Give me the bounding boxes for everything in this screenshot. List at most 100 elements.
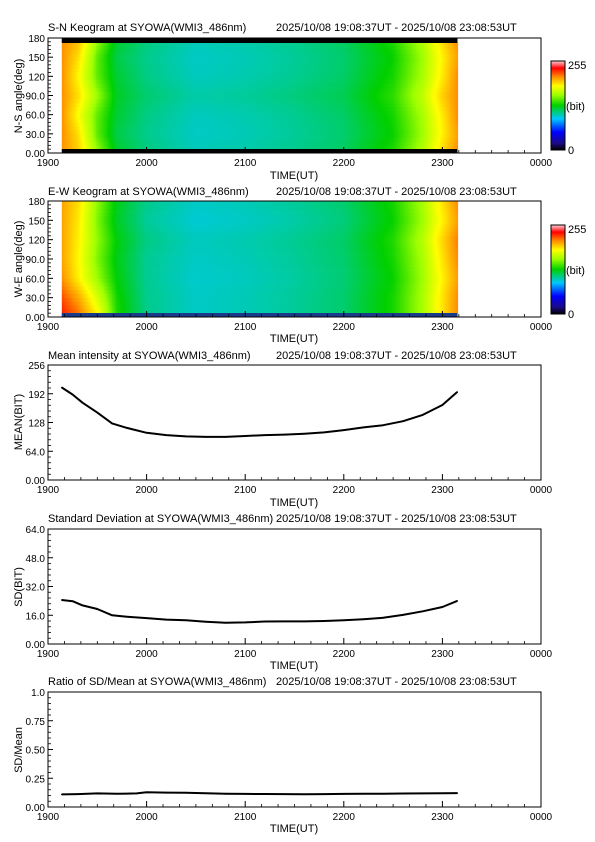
heatmap-cell <box>91 80 95 85</box>
heatmap-cell <box>125 84 129 89</box>
heatmap-cell <box>123 53 127 58</box>
heatmap-cell <box>373 145 377 150</box>
heatmap-cell <box>349 91 353 96</box>
heatmap-cell <box>277 49 281 54</box>
heatmap-cell <box>363 107 367 112</box>
heatmap-cell <box>85 84 89 89</box>
heatmap-cell <box>363 76 367 81</box>
heatmap-cell <box>189 45 193 50</box>
heatmap-cell <box>391 84 395 89</box>
heatmap-cell <box>65 130 69 135</box>
heatmap-cell <box>215 57 219 62</box>
heatmap-cell <box>337 145 341 150</box>
heatmap-cell <box>193 137 197 142</box>
heatmap-cell <box>161 107 165 112</box>
heatmap-cell <box>383 84 387 89</box>
heatmap-cell <box>187 114 191 119</box>
heatmap-cell <box>381 107 385 112</box>
heatmap-cell <box>197 68 201 73</box>
heatmap-cell <box>133 41 137 46</box>
heatmap-cell <box>367 68 371 73</box>
heatmap-cell <box>277 118 281 123</box>
heatmap-cell <box>183 114 187 119</box>
heatmap-cell <box>257 122 261 127</box>
heatmap-cell <box>173 49 177 54</box>
heatmap-cell <box>83 80 87 85</box>
heatmap-cell <box>285 110 289 115</box>
heatmap-cell <box>389 76 393 81</box>
heatmap-cell <box>143 49 147 54</box>
heatmap-cell <box>75 80 79 85</box>
heatmap-cell <box>229 114 233 119</box>
heatmap-cell <box>317 114 321 119</box>
heatmap-cell <box>291 133 295 138</box>
heatmap-cell <box>131 122 135 127</box>
heatmap-cell <box>335 45 339 50</box>
heatmap-cell <box>297 49 301 54</box>
heatmap-cell <box>383 95 387 100</box>
heatmap-cell <box>311 126 315 131</box>
heatmap-cell <box>271 114 275 119</box>
heatmap-cell <box>217 64 221 69</box>
heatmap-cell <box>357 107 361 112</box>
heatmap-cell <box>341 130 345 135</box>
heatmap-cell <box>359 91 363 96</box>
heatmap-cell <box>151 145 155 150</box>
heatmap-cell <box>189 103 193 108</box>
heatmap-cell <box>317 49 321 54</box>
heatmap-cell <box>363 68 367 73</box>
heatmap-cell <box>123 99 127 104</box>
heatmap-cell <box>367 49 371 54</box>
heatmap-cell <box>347 99 351 104</box>
heatmap-cell <box>265 80 269 85</box>
heatmap-cell <box>179 80 183 85</box>
heatmap-cell <box>137 49 141 54</box>
heatmap-cell <box>77 126 81 131</box>
heatmap-cell <box>211 110 215 115</box>
heatmap-cell <box>201 110 205 115</box>
heatmap-cell <box>123 145 127 150</box>
heatmap-cell <box>199 107 203 112</box>
heatmap-cell <box>357 80 361 85</box>
heatmap-cell <box>371 122 375 127</box>
heatmap-cell <box>191 137 195 142</box>
heatmap-cell <box>305 64 309 69</box>
heatmap-cell <box>195 64 199 69</box>
heatmap-cell <box>233 107 237 112</box>
heatmap-cell <box>113 76 117 81</box>
heatmap-cell <box>181 122 185 127</box>
heatmap-cell <box>199 87 203 92</box>
heatmap-cell <box>167 84 171 89</box>
heatmap-cell <box>291 99 295 104</box>
heatmap-cell <box>193 133 197 138</box>
heatmap-cell <box>191 53 195 58</box>
heatmap-cell <box>211 122 215 127</box>
heatmap-cell <box>271 145 275 150</box>
heatmap-cell <box>201 76 205 81</box>
heatmap-cell <box>271 61 275 66</box>
heatmap-cell <box>347 110 351 115</box>
heatmap-cell <box>153 91 157 96</box>
heatmap-cell <box>227 99 231 104</box>
heatmap-cell <box>99 41 103 46</box>
heatmap-cell <box>85 57 89 62</box>
heatmap-cell <box>179 118 183 123</box>
heatmap-cell <box>91 110 95 115</box>
heatmap-cell <box>203 80 207 85</box>
heatmap-cell <box>127 87 131 92</box>
heatmap-cell <box>345 133 349 138</box>
heatmap-cell <box>343 107 347 112</box>
heatmap-cell <box>181 72 185 77</box>
heatmap-cell <box>283 126 287 131</box>
heatmap-cell <box>195 80 199 85</box>
heatmap-cell <box>309 118 313 123</box>
heatmap-cell <box>321 95 325 100</box>
heatmap-cell <box>91 45 95 50</box>
heatmap-cell <box>345 84 349 89</box>
heatmap-cell <box>227 53 231 58</box>
heatmap-cell <box>167 80 171 85</box>
heatmap-cell <box>243 137 247 142</box>
heatmap-cell <box>227 118 231 123</box>
heatmap-cell <box>353 99 357 104</box>
heatmap-cell <box>71 145 75 150</box>
